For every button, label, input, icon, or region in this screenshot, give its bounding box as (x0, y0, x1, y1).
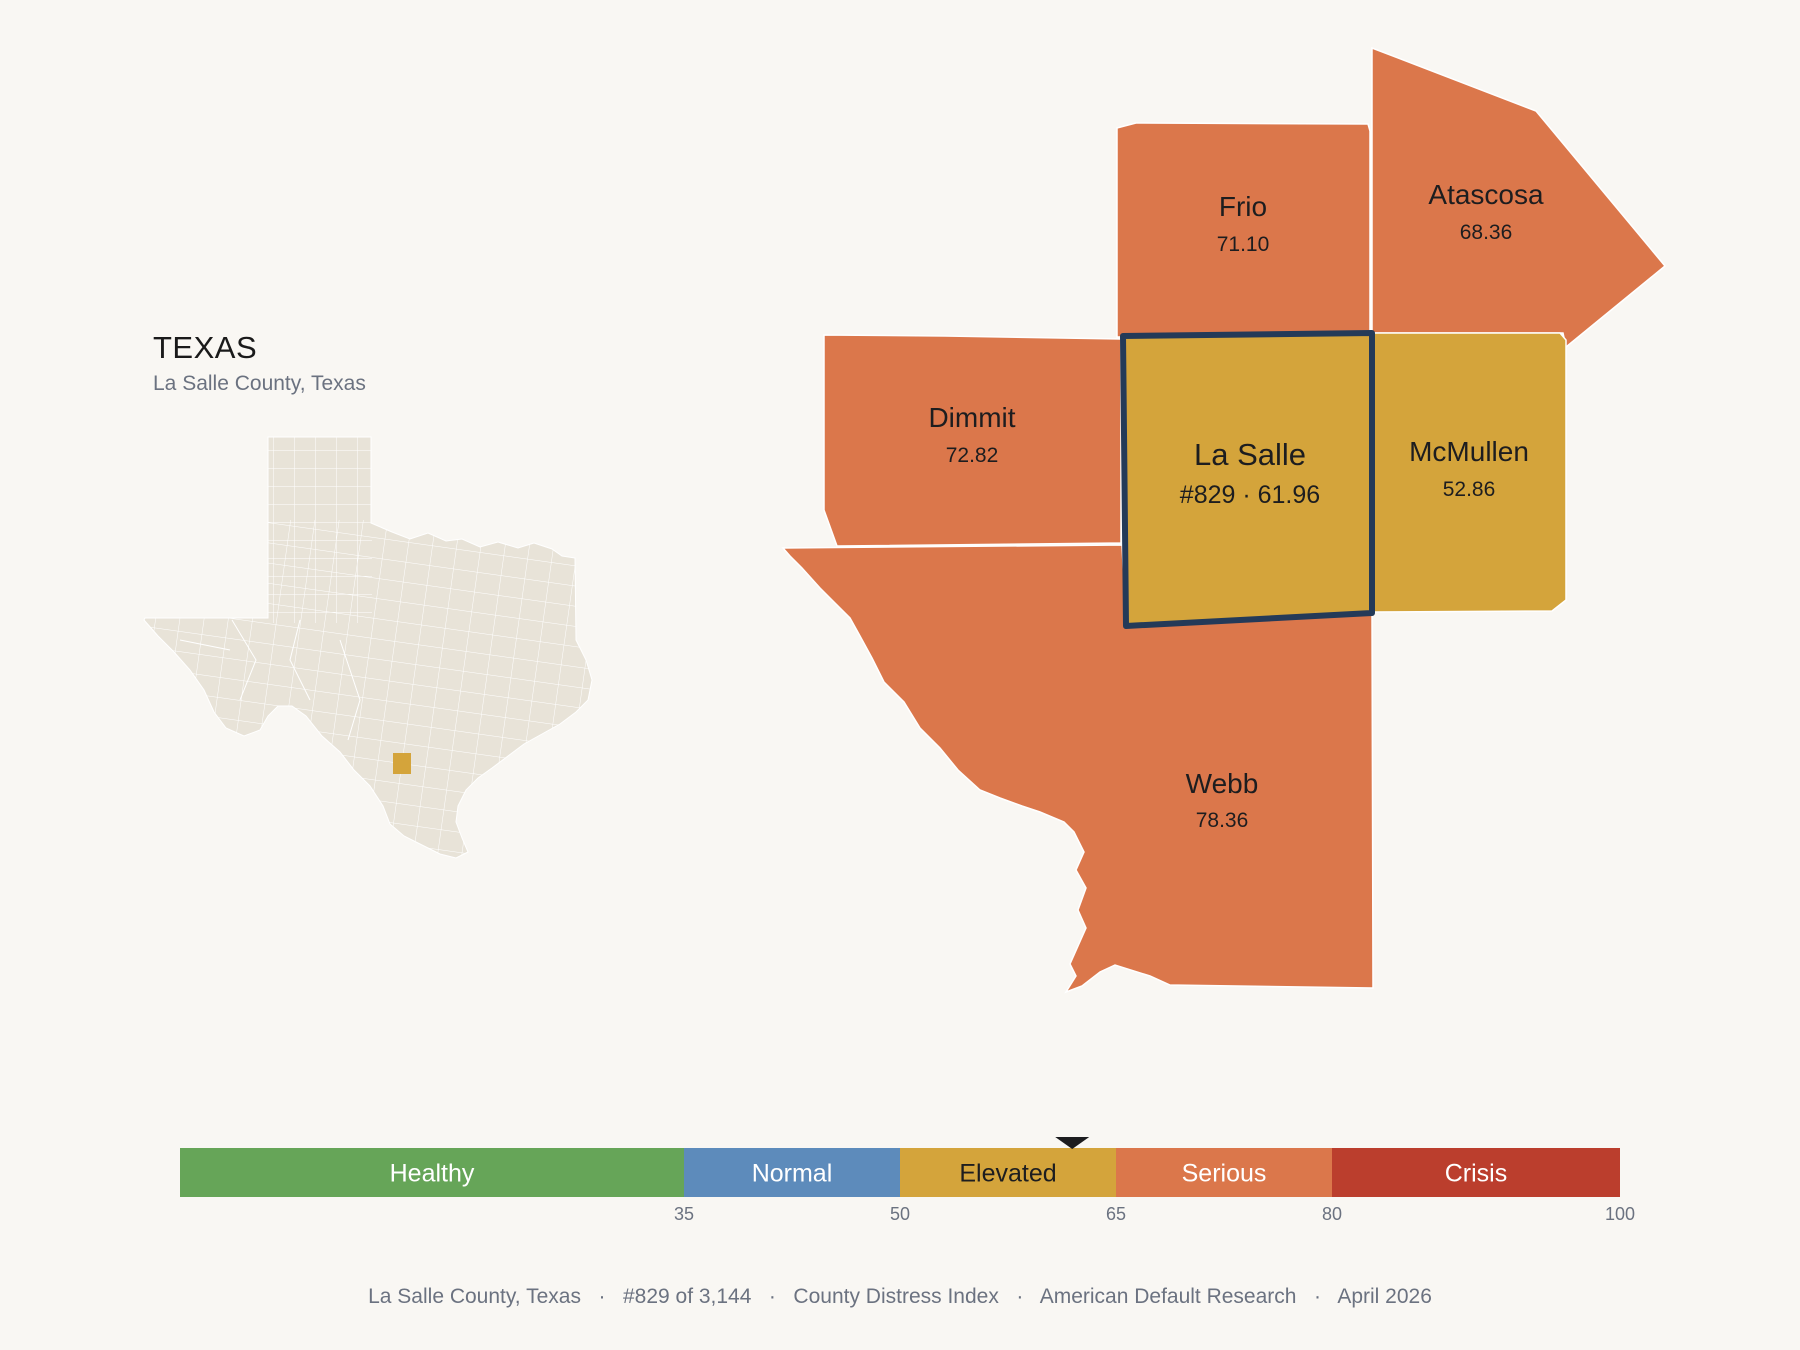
county-value-frio: 71.10 (1217, 233, 1270, 256)
scale-label-serious: Serious (1182, 1160, 1267, 1188)
scale-tick-80: 80 (1322, 1204, 1342, 1224)
footer-rank: #829 of 3,144 (622, 1285, 752, 1308)
state-title: TEXAS (153, 330, 258, 365)
county-name-la-salle: La Salle (1194, 437, 1306, 472)
county-mcmullen[interactable] (1371, 332, 1567, 613)
county-name-dimmit: Dimmit (928, 402, 1015, 433)
county-webb[interactable] (781, 544, 1374, 994)
footer-date: April 2026 (1337, 1285, 1432, 1308)
scale-label-normal: Normal (752, 1160, 833, 1188)
county-subtitle: La Salle County, Texas (153, 372, 366, 395)
county-detail-map: Frio 71.10 Atascosa 68.36 Dimmit 72.82 L… (781, 46, 1667, 994)
county-name-atascosa: Atascosa (1428, 179, 1544, 210)
county-value-mcmullen: 52.86 (1443, 478, 1496, 501)
scale-label-crisis: Crisis (1445, 1160, 1508, 1188)
scale-ticks: 35 50 65 80 100 (674, 1204, 1635, 1224)
county-name-webb: Webb (1186, 768, 1259, 799)
county-value-la-salle: #829 · 61.96 (1180, 481, 1320, 509)
scale-segment-crisis (1332, 1148, 1620, 1197)
scale-tick-65: 65 (1106, 1204, 1126, 1224)
scale-tick-50: 50 (890, 1204, 910, 1224)
county-dimmit[interactable] (823, 334, 1122, 547)
footer-index-name: County Distress Index (793, 1285, 999, 1308)
scale-label-healthy: Healthy (390, 1160, 475, 1188)
scale-segment-serious (1116, 1148, 1332, 1197)
footer-caption: La Salle County, Texas · #829 of 3,144 ·… (368, 1285, 1432, 1308)
footer-publisher: American Default Research (1039, 1285, 1297, 1308)
scale-tick-35: 35 (674, 1204, 694, 1224)
footer-county: La Salle County, Texas (368, 1285, 581, 1308)
county-la-salle[interactable] (1120, 330, 1375, 629)
scale-segments: Healthy Normal Elevated Serious Crisis (180, 1148, 1620, 1197)
county-frio[interactable] (1116, 122, 1371, 338)
distress-scale-legend: Healthy Normal Elevated Serious Crisis 35 50 6… (180, 1137, 1635, 1224)
scale-segment-normal (684, 1148, 900, 1197)
scale-segment-elevated (900, 1148, 1116, 1197)
scale-tick-100: 100 (1605, 1204, 1635, 1224)
scale-label-elevated: Elevated (959, 1160, 1056, 1188)
texas-locator-map (143, 436, 593, 859)
county-value-atascosa: 68.36 (1460, 221, 1513, 244)
scale-segment-healthy (180, 1148, 684, 1197)
county-name-mcmullen: McMullen (1409, 436, 1529, 467)
county-value-webb: 78.36 (1196, 809, 1249, 832)
texas-county-grid (144, 437, 592, 858)
county-value-dimmit: 72.82 (946, 444, 999, 467)
scale-marker-triangle (1055, 1137, 1090, 1149)
la-salle-locator-highlight (393, 753, 411, 774)
county-name-frio: Frio (1219, 191, 1267, 222)
